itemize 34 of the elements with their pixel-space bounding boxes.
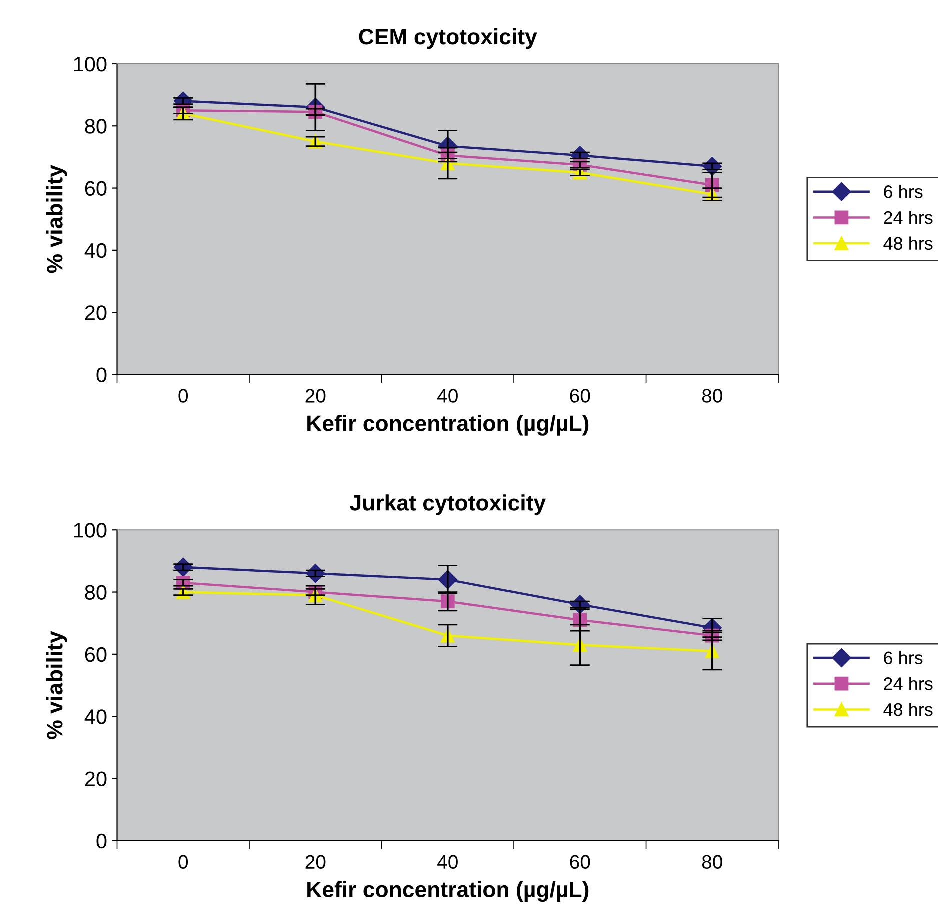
x-tick-label: 60 bbox=[570, 855, 590, 870]
legend-label: 24 hrs bbox=[884, 210, 933, 224]
legend-label: 48 hrs bbox=[884, 702, 933, 716]
x-tick-label: 40 bbox=[438, 855, 458, 870]
x-axis-title: Kefir concentration (µg/µL) bbox=[308, 881, 589, 902]
x-tick-label: 80 bbox=[702, 855, 722, 870]
x-tick-label: 0 bbox=[178, 855, 188, 870]
y-tick-label: 60 bbox=[85, 647, 107, 662]
legend-label: 6 hrs bbox=[884, 185, 923, 198]
y-tick-label: 80 bbox=[85, 585, 107, 600]
legend-label: 6 hrs bbox=[884, 651, 923, 664]
chart-title: CEM cytotoxicity bbox=[359, 28, 538, 50]
y-axis-title: % viability bbox=[46, 631, 68, 740]
x-tick-label: 0 bbox=[178, 389, 188, 403]
x-tick-label: 20 bbox=[306, 389, 326, 403]
x-tick-label: 60 bbox=[570, 389, 590, 403]
y-tick-label: 60 bbox=[85, 181, 107, 196]
y-tick-label: 20 bbox=[85, 306, 107, 320]
x-tick-label: 40 bbox=[438, 389, 458, 403]
y-tick-label: 0 bbox=[96, 834, 107, 849]
y-tick-label: 40 bbox=[84, 243, 107, 258]
y-tick-label: 40 bbox=[84, 710, 107, 724]
x-tick-label: 80 bbox=[702, 389, 722, 403]
x-tick-label: 20 bbox=[306, 855, 326, 870]
legend-label: 48 hrs bbox=[884, 236, 933, 250]
y-tick-label: 100 bbox=[74, 523, 107, 538]
y-tick-label: 20 bbox=[85, 772, 107, 786]
y-tick-label: 100 bbox=[74, 56, 107, 72]
y-tick-label: 0 bbox=[96, 368, 107, 382]
chart-title: Jurkat cytotoxicity bbox=[350, 494, 546, 516]
y-axis-title: % viability bbox=[46, 165, 68, 274]
x-axis-title: Kefir concentration (µg/µL) bbox=[308, 415, 589, 436]
y-tick-label: 80 bbox=[85, 119, 107, 134]
legend-label: 24 hrs bbox=[884, 677, 933, 690]
